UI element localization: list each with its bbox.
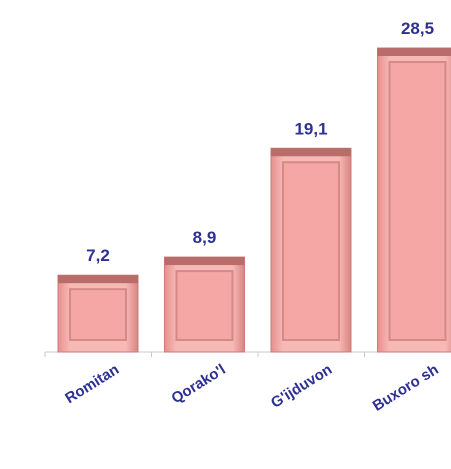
x-tick-label: G'ijduvon bbox=[268, 361, 335, 412]
value-label: 8,9 bbox=[193, 228, 217, 247]
bar-inner bbox=[69, 288, 127, 342]
value-label: 19,1 bbox=[294, 119, 327, 138]
bar-top-edge bbox=[164, 257, 245, 266]
value-label: 28,5 bbox=[401, 19, 434, 38]
x-tick-label: Qorako'l bbox=[169, 361, 229, 407]
bar-inner bbox=[282, 161, 340, 341]
value-label: 7,2 bbox=[86, 246, 110, 265]
bar-top-edge bbox=[58, 275, 138, 284]
bar-top-edge bbox=[271, 148, 351, 157]
x-tick-label: Romitan bbox=[62, 361, 122, 407]
bar-inner bbox=[388, 61, 447, 341]
bar-top-edge bbox=[377, 48, 451, 56]
bar-inner bbox=[175, 270, 234, 342]
x-tick-label: Buxoro sh bbox=[370, 361, 442, 415]
